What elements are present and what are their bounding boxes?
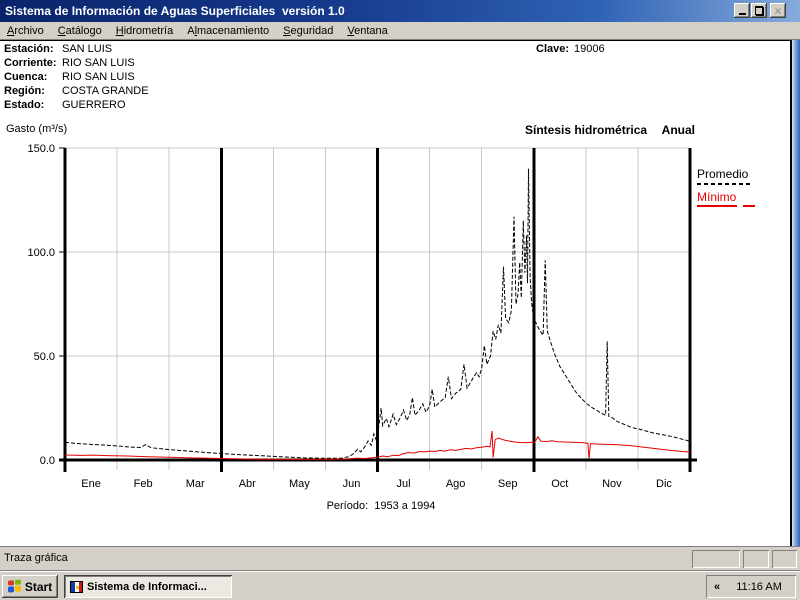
menu-item-archivo[interactable]: Archivo xyxy=(7,24,44,37)
window-right-border xyxy=(790,40,792,546)
station-label: Cuenca: xyxy=(4,71,48,83)
status-panel xyxy=(743,550,769,568)
close-button[interactable]: × xyxy=(770,3,786,18)
menu-item-seguridad[interactable]: Seguridad xyxy=(283,24,334,37)
station-row: Cuenca: RIO SAN LUIS xyxy=(4,70,149,84)
clave-value: 19006 xyxy=(574,43,605,55)
station-value: SAN LUIS xyxy=(62,43,113,55)
task-button-label: Sistema de Informaci... xyxy=(87,580,207,593)
menu-item-almacenamiento[interactable]: Almacenamiento xyxy=(187,24,270,37)
start-button-label: Start xyxy=(24,579,53,594)
station-row: Corriente: RIO SAN LUIS xyxy=(4,56,149,70)
legend-minimo-label: Mínimo xyxy=(697,190,737,204)
chart-title-main: Síntesis hidrométrica xyxy=(525,123,648,137)
status-bar: Traza gráfica xyxy=(0,546,800,572)
taskbar-clock[interactable]: 11:16 AM xyxy=(736,580,782,593)
restore-button[interactable] xyxy=(751,3,767,18)
station-label: Región: xyxy=(4,85,45,97)
minimize-button[interactable] xyxy=(734,3,750,18)
y-axis-title: Gasto (m³/s) xyxy=(6,123,68,135)
chart-title: Síntesis hidrométrica Anual xyxy=(525,123,695,137)
title-bar: Sistema de Información de Aguas Superfic… xyxy=(0,0,800,22)
status-panel xyxy=(692,550,740,568)
menu-bar: Archivo Catálogo Hidrometría Almacenamiento… xyxy=(0,22,800,40)
station-row: Estado: GUERRERO xyxy=(4,98,149,112)
taskbar: Start Sistema de Informaci... « 11:16 AM xyxy=(0,571,800,600)
windows-logo-icon xyxy=(7,579,22,593)
window-title: Sistema de Información de Aguas Superfic… xyxy=(5,4,345,18)
station-label: Estado: xyxy=(4,99,45,111)
station-info: Estación: SAN LUIS Corriente: RIO SAN LUIS… xyxy=(4,42,149,112)
station-value: RIO SAN LUIS xyxy=(62,71,135,83)
station-value: GUERRERO xyxy=(62,99,126,111)
client-area xyxy=(0,40,790,547)
start-button[interactable]: Start xyxy=(2,575,58,598)
chart-title-period-type: Anual xyxy=(661,123,695,137)
station-label: Estación: xyxy=(4,43,54,55)
status-text: Traza gráfica xyxy=(4,552,68,564)
close-icon: × xyxy=(774,3,782,18)
status-panel xyxy=(772,550,797,568)
station-value: COSTA GRANDE xyxy=(62,85,149,97)
menu-item-catalogo[interactable]: Catálogo xyxy=(57,24,102,37)
taskbar-task-button[interactable]: Sistema de Informaci... xyxy=(64,575,232,598)
period-label: Período: 1953 a 1994 xyxy=(326,500,436,512)
station-row: Estación: SAN LUIS xyxy=(4,42,149,56)
restore-icon xyxy=(754,5,764,16)
system-tray: « 11:16 AM xyxy=(706,575,796,598)
minimize-icon xyxy=(738,13,746,15)
menu-item-ventana[interactable]: Ventana xyxy=(347,24,388,37)
clave-field: Clave: 19006 xyxy=(536,43,605,55)
app-icon xyxy=(70,580,83,593)
station-row: Región: COSTA GRANDE xyxy=(4,84,149,98)
station-label: Corriente: xyxy=(4,57,57,69)
desktop-edge-strip xyxy=(792,40,800,546)
legend-promedio-line-sample xyxy=(697,183,751,185)
clave-label: Clave: xyxy=(536,43,570,55)
tray-collapse-chevron-icon[interactable]: « xyxy=(714,580,721,593)
chart-legend: Promedio Mínimo xyxy=(697,167,755,218)
menu-item-hidrometria[interactable]: Hidrometría xyxy=(115,24,174,37)
legend-promedio-label: Promedio xyxy=(697,167,749,181)
legend-minimo-line-sample xyxy=(697,204,755,218)
station-value: RIO SAN LUIS xyxy=(62,57,135,69)
